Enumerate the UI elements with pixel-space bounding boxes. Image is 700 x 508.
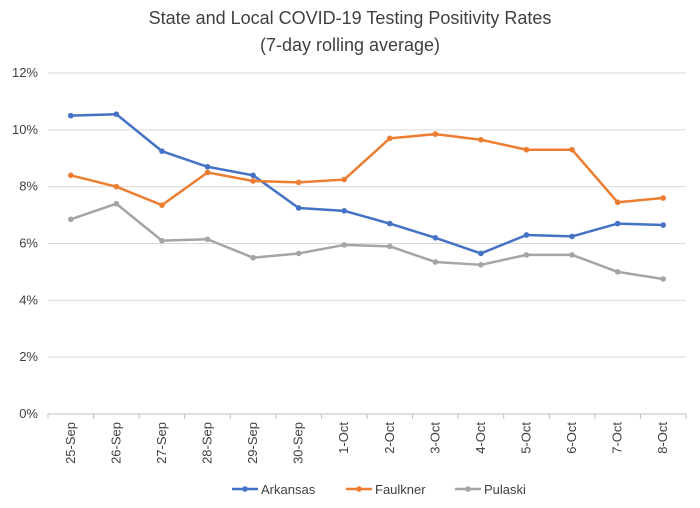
data-point-pulaski	[432, 259, 439, 265]
chart-title-line-2: (7-day rolling average)	[260, 35, 440, 55]
series-group	[67, 111, 667, 282]
data-point-pulaski	[341, 242, 348, 248]
data-point-arkansas	[67, 112, 74, 119]
x-tick-label: 30-Sep	[291, 422, 306, 464]
x-axis-tick-labels: 25-Sep 26-Sep 27-Sep 28-Sep 29-Sep 30-Sep 1-Oc…	[47, 414, 687, 464]
x-tick-label: 8-Oct	[655, 422, 670, 454]
data-point-pulaski	[295, 250, 302, 257]
legend-label: Arkansas	[261, 482, 316, 497]
x-tick-label: 29-Sep	[245, 422, 260, 464]
data-point-arkansas	[523, 232, 530, 238]
legend-label: Faulkner	[375, 482, 426, 497]
data-point-faulkner	[569, 146, 575, 153]
data-point-pulaski	[250, 254, 256, 261]
data-point-faulkner	[660, 195, 667, 201]
y-tick-label: 8%	[19, 179, 38, 194]
legend-item-faulkner: Faulkner	[346, 482, 426, 497]
legend-item-arkansas: Arkansas	[232, 482, 316, 497]
y-tick-label: 12%	[12, 65, 38, 80]
legend-label: Pulaski	[484, 482, 526, 497]
data-point-faulkner	[386, 135, 393, 142]
x-tick-label: 6-Oct	[564, 422, 579, 454]
data-point-pulaski	[67, 216, 74, 223]
data-point-faulkner	[432, 131, 439, 137]
data-point-arkansas	[159, 148, 165, 154]
gridlines	[48, 72, 686, 415]
data-point-arkansas	[569, 233, 575, 240]
data-point-faulkner	[250, 178, 256, 184]
y-tick-label: 4%	[19, 292, 38, 307]
data-point-pulaski	[569, 252, 575, 258]
legend-swatch-marker	[242, 486, 248, 492]
data-point-arkansas	[341, 208, 348, 214]
x-tick-label: 5-Oct	[519, 422, 534, 454]
data-point-pulaski	[386, 243, 393, 250]
x-tick-label: 27-Sep	[154, 422, 169, 464]
data-point-pulaski	[614, 269, 621, 275]
data-point-faulkner	[614, 199, 621, 206]
data-point-arkansas	[478, 250, 484, 257]
data-point-faulkner	[523, 146, 530, 153]
x-tick-label: 2-Oct	[382, 422, 397, 454]
data-point-pulaski	[113, 200, 120, 207]
x-tick-label: 28-Sep	[200, 422, 215, 464]
x-tick-label: 4-Oct	[473, 422, 488, 454]
y-tick-label: 6%	[19, 236, 38, 251]
data-point-arkansas	[113, 111, 120, 118]
data-point-pulaski	[159, 237, 165, 244]
x-tick-label: 25-Sep	[63, 422, 78, 464]
data-point-arkansas	[614, 220, 621, 227]
data-point-pulaski	[204, 236, 211, 243]
legend-swatch-marker	[465, 486, 471, 492]
data-point-arkansas	[250, 172, 256, 179]
data-point-faulkner	[113, 183, 120, 190]
y-tick-label: 0%	[19, 406, 38, 421]
series-arkansas	[67, 111, 667, 257]
data-point-arkansas	[386, 220, 393, 227]
x-tick-label: 7-Oct	[610, 422, 625, 454]
data-point-arkansas	[660, 222, 667, 228]
y-axis-tick-labels: 0% 2% 4% 6% 8% 10% 12%	[12, 65, 38, 421]
x-tick-label: 1-Oct	[336, 422, 351, 454]
data-point-faulkner	[159, 202, 165, 208]
data-point-faulkner	[341, 176, 348, 183]
y-tick-label: 10%	[12, 122, 38, 137]
data-point-arkansas	[295, 205, 302, 211]
data-point-arkansas	[204, 163, 211, 170]
y-tick-label: 2%	[19, 349, 38, 364]
legend: Arkansas Faulkner Pulaski	[232, 482, 526, 497]
legend-item-pulaski: Pulaski	[455, 482, 526, 497]
data-point-pulaski	[660, 276, 667, 282]
legend-swatch-marker	[356, 486, 362, 492]
data-point-faulkner	[67, 172, 74, 179]
data-point-arkansas	[432, 235, 439, 241]
series-pulaski	[67, 200, 667, 282]
data-point-pulaski	[523, 252, 530, 258]
data-point-faulkner	[295, 179, 302, 186]
series-line-arkansas	[69, 112, 665, 255]
series-faulkner	[67, 131, 667, 208]
series-line-faulkner	[69, 132, 665, 207]
chart-title-line-1: State and Local COVID-19 Testing Positiv…	[149, 8, 552, 28]
data-point-faulkner	[204, 169, 211, 176]
x-tick-label: 26-Sep	[108, 422, 123, 464]
x-tick-label: 3-Oct	[427, 422, 442, 454]
data-point-faulkner	[478, 136, 484, 143]
series-line-pulaski	[69, 202, 665, 281]
data-point-pulaski	[478, 262, 484, 268]
